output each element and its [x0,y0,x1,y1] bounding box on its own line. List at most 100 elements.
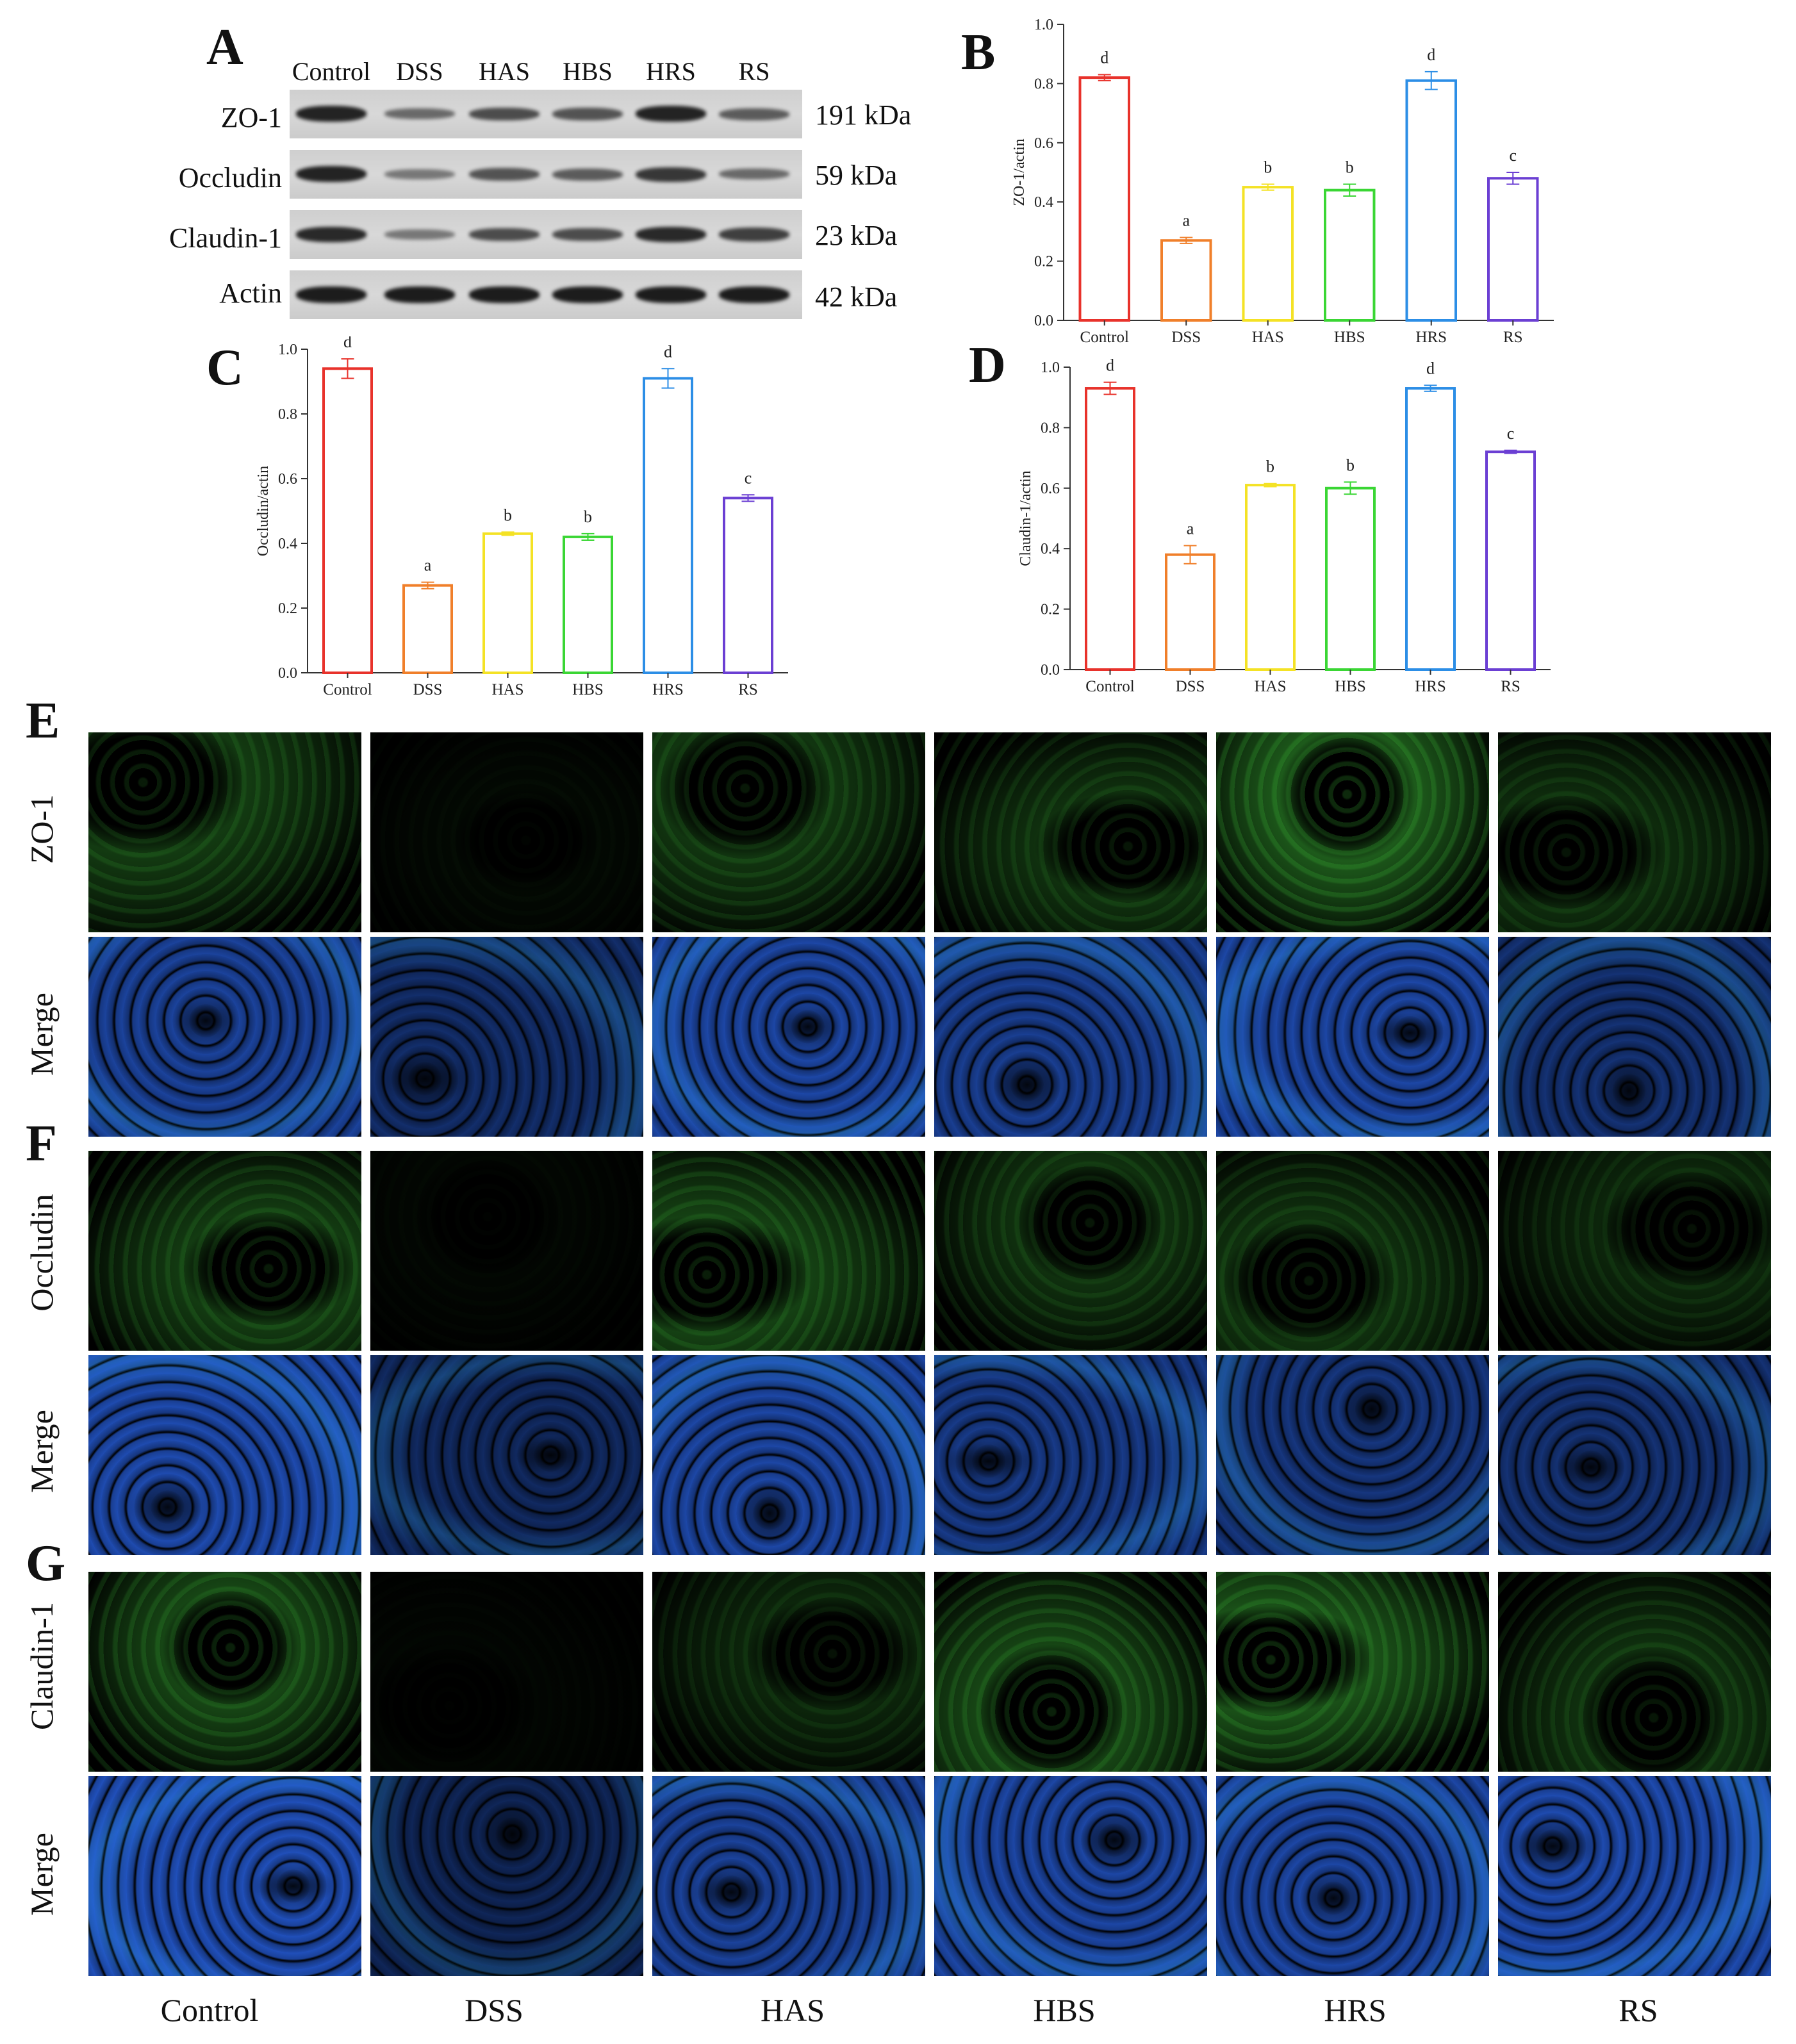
bar-has [482,532,533,674]
y-tick-label: 0.2 [1041,602,1060,618]
tissue-section [1498,1776,1771,1976]
if-image-zo-1-control [88,732,361,932]
y-axis-label: Occludin/actin [255,466,272,556]
x-tick-label: HAS [1252,329,1284,346]
tissue-section [1216,937,1489,1137]
x-tick-label: Control [1080,329,1129,346]
bar-rs [1485,450,1536,671]
wb-band [719,227,789,242]
if-image-claudin-1-has [652,1572,925,1772]
if-image-occludin-dss [370,1151,643,1351]
wb-band [719,169,789,179]
wb-band [384,229,455,240]
bar-hrs [1405,387,1456,671]
wb-column-hbs: HBS [563,57,613,86]
if-image-merge-dss [370,937,643,1137]
y-tick-label: 0.8 [1041,420,1060,436]
y-tick-label: 0.6 [278,471,297,488]
y-tick-label: 0.6 [1041,481,1060,497]
wb-strip-actin [290,270,802,319]
if-image-occludin-control [88,1151,361,1351]
significance-letter: c [1509,146,1517,165]
y-tick-label: 0.4 [1041,541,1060,557]
x-tick-label: RS [738,681,758,698]
x-tick-label: HBS [1334,329,1365,346]
y-tick-label: 0.0 [278,665,297,682]
wb-band [296,227,367,242]
y-tick-label: 0.0 [1034,313,1053,329]
bar-has [1245,484,1296,672]
wb-kda-claudin1: 23 kDa [815,220,898,251]
tissue-section [88,1572,361,1772]
wb-protein-claudin1: Claudin-1 [169,222,282,254]
tissue-section [88,1776,361,1976]
if-image-zo-1-rs [1498,732,1771,932]
significance-letter: c [1507,424,1515,443]
bar-dss [1160,239,1212,322]
chart-claudin1-actin: 0.0 0.2 0.4 0.6 0.8 1.0 Claudin-1/actin d Contro… [1017,356,1551,695]
bottom-label-rs: RS [1619,1992,1658,2028]
tissue-section [370,937,643,1137]
wb-kda-occludin: 59 kDa [815,160,898,191]
tissue-section [934,1776,1207,1976]
wb-band [636,227,706,242]
tissue-section [370,1776,643,1976]
if-image-claudin-1-control [88,1572,361,1772]
if-image-merge-control [88,1355,361,1555]
panel-label-f: F [26,1116,57,1172]
x-tick-label: RS [1503,329,1523,346]
if-image-zo-1-dss [370,732,643,932]
if-image-merge-hrs [1216,1776,1489,1976]
significance-letter: c [745,468,752,487]
wb-protein-zo1: ZO-1 [220,102,282,133]
bar-dss [402,584,453,674]
tissue-section [370,1355,643,1555]
panel-label-a: A [206,19,243,76]
tissue-section [652,1776,925,1976]
y-tick-label: 1.0 [278,342,297,358]
tissue-section [1498,1355,1771,1555]
x-tick-label: RS [1501,678,1520,695]
if-image-merge-rs [1498,937,1771,1137]
wb-band [469,286,540,303]
if-image-claudin-1-hbs [934,1572,1207,1772]
bottom-label-has: HAS [760,1992,825,2028]
bar-rs [723,497,773,675]
if-image-occludin-has [652,1151,925,1351]
if-image-merge-hrs [1216,1355,1489,1555]
if-image-merge-control [88,937,361,1137]
if-image-occludin-hbs [934,1151,1207,1351]
wb-band [469,228,540,241]
chart-occludin-actin: 0.0 0.2 0.4 0.6 0.8 1.0 Occludin/actin d Control… [255,336,788,698]
significance-letter: b [504,506,512,524]
if-row-label-merge-3: Merge [24,1833,60,1916]
bar-control [322,367,373,675]
y-tick-label: 0.4 [278,536,297,552]
wb-band [469,108,540,120]
tissue-section [1498,732,1771,932]
if-row-label-occludin: Occludin [24,1194,60,1312]
wb-band [636,167,706,182]
x-tick-label: HBS [572,681,604,698]
y-tick-label: 1.0 [1034,17,1053,33]
significance-letter: d [343,336,352,351]
x-tick-label: DSS [413,681,443,698]
panel-label-e: E [26,693,60,749]
wb-band [384,169,455,179]
if-image-zo-1-hbs [934,732,1207,932]
if-image-occludin-hrs [1216,1151,1489,1351]
bottom-label-control: Control [160,1992,259,2028]
bottom-label-dss: DSS [465,1992,523,2028]
wb-band [552,169,623,181]
significance-letter: b [1266,457,1274,476]
wb-strip-occludin [290,150,802,199]
wb-column-dss: DSS [396,57,443,86]
x-tick-label: Control [323,681,372,698]
if-image-merge-hbs [934,1776,1207,1976]
wb-kda-zo1: 191 kDa [815,99,912,131]
panel-label-c: C [206,340,243,396]
x-tick-label: HRS [652,681,684,698]
if-image-merge-rs [1498,1355,1771,1555]
tissue-section [1498,1151,1771,1351]
wb-band [719,108,789,120]
